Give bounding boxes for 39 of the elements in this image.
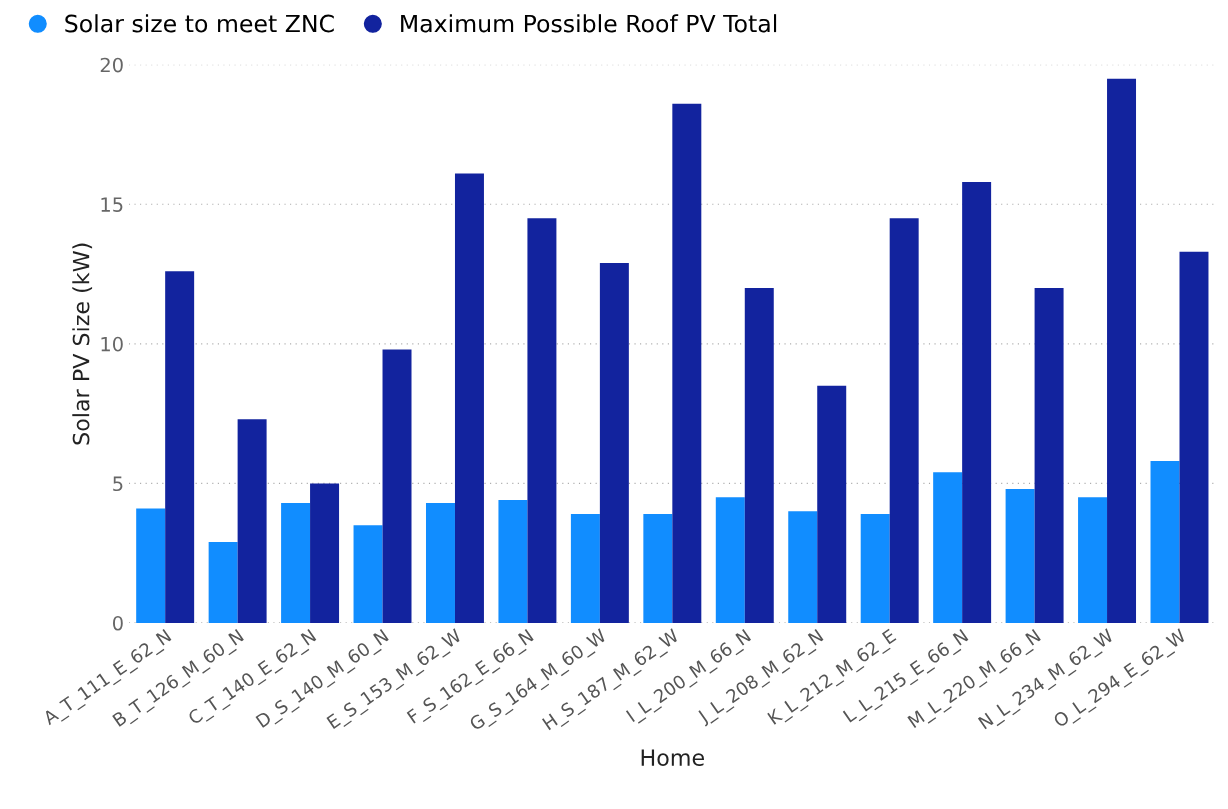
y-tick-label: 15 xyxy=(101,197,123,212)
bar xyxy=(498,500,528,623)
x-axis-title: Home xyxy=(641,749,704,766)
bar xyxy=(281,502,311,623)
bar xyxy=(599,262,629,623)
bar xyxy=(527,218,557,623)
bar xyxy=(382,349,412,623)
bar xyxy=(889,218,919,623)
y-tick-label: 5 xyxy=(113,476,123,492)
y-tick-label: 10 xyxy=(101,336,123,352)
bar xyxy=(425,502,455,623)
legend-label: Solar size to meet ZNC xyxy=(65,14,334,33)
bar xyxy=(1150,461,1180,623)
bar xyxy=(715,497,745,623)
bar xyxy=(860,514,890,623)
bar xyxy=(1179,251,1209,623)
bar xyxy=(310,483,340,623)
bar xyxy=(570,514,600,623)
bar xyxy=(643,514,673,623)
bar xyxy=(1034,288,1064,623)
bar xyxy=(237,419,267,623)
y-tick-label: 20 xyxy=(100,57,123,73)
legend-label: Maximum Possible Roof PV Total xyxy=(401,14,777,33)
bar xyxy=(788,511,818,623)
bar xyxy=(1107,78,1137,623)
y-axis-title: Solar PV Size (kW) xyxy=(72,243,93,445)
bar xyxy=(744,288,774,623)
bar xyxy=(1005,488,1035,623)
bar xyxy=(454,173,484,623)
y-tick-label: 0 xyxy=(112,615,123,631)
bar xyxy=(1078,497,1108,623)
bar xyxy=(353,525,383,623)
bar xyxy=(817,385,847,623)
bar xyxy=(962,181,992,623)
bar xyxy=(208,541,238,623)
bar xyxy=(672,103,702,623)
bar xyxy=(136,508,166,623)
bar xyxy=(165,271,195,623)
bar xyxy=(933,472,963,623)
